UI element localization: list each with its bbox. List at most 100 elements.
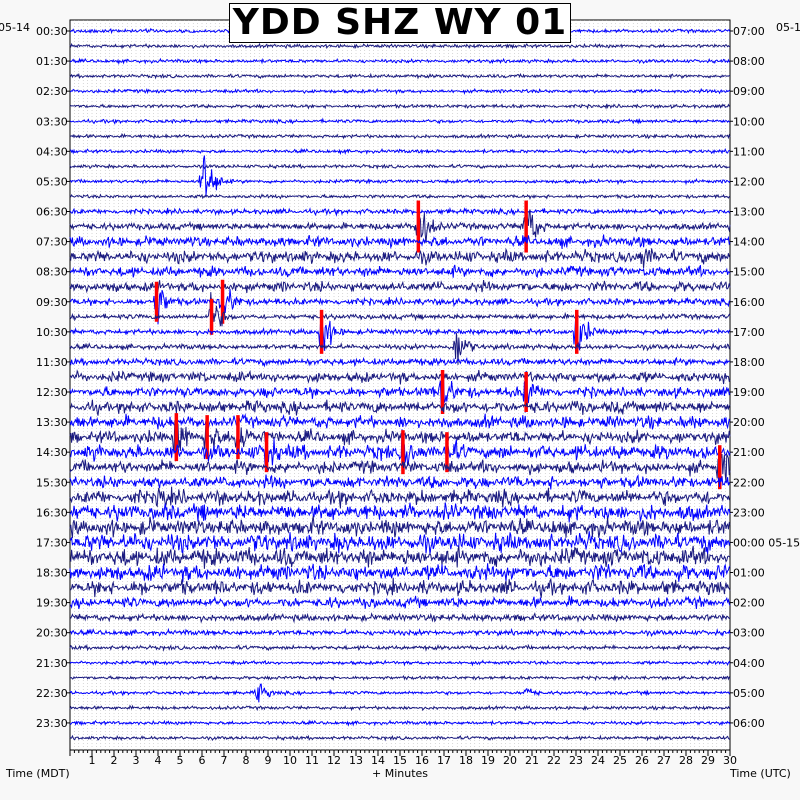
trace-row xyxy=(69,577,731,598)
left-time-label: 20:30 xyxy=(36,627,68,640)
right-time-label: 12:00 xyxy=(733,175,765,188)
x-tick-label: 14 xyxy=(371,754,385,767)
clipped-marker xyxy=(524,200,528,253)
trace-row xyxy=(69,474,731,490)
trace-row xyxy=(69,627,731,638)
trace-row xyxy=(69,369,731,385)
x-tick-label: 6 xyxy=(199,754,206,767)
right-time-label: 16:00 xyxy=(733,296,765,309)
minutes-label: + Minutes xyxy=(372,767,429,780)
trace-row xyxy=(69,531,731,555)
trace-row xyxy=(69,132,731,140)
trace-row xyxy=(69,193,731,201)
clipped-marker xyxy=(154,281,159,322)
clipped-marker xyxy=(401,430,405,475)
time-mdt-label: Time (MDT) xyxy=(6,767,70,780)
x-tick-label: 26 xyxy=(635,754,649,767)
x-tick-label: 16 xyxy=(415,754,429,767)
x-tick-label: 2 xyxy=(111,754,118,767)
clipped-marker xyxy=(445,432,449,473)
clipped-marker xyxy=(718,445,722,490)
x-tick-label: 22 xyxy=(547,754,561,767)
left-time-label: 18:30 xyxy=(36,567,68,580)
left-time-label: 09:30 xyxy=(36,296,68,309)
left-time-label: 15:30 xyxy=(36,476,68,489)
right-time-label: 07:00 xyxy=(733,25,765,38)
x-tick-label: 21 xyxy=(525,754,539,767)
clipped-marker xyxy=(575,309,579,354)
x-tick-label: 18 xyxy=(459,754,473,767)
clipped-marker xyxy=(236,415,240,460)
x-tick-label: 19 xyxy=(481,754,495,767)
x-tick-label: 11 xyxy=(305,754,319,767)
clipped-marker xyxy=(524,372,528,412)
date-right-top-label: 05-1 xyxy=(776,21,800,34)
left-time-label: 04:30 xyxy=(36,145,68,158)
right-time-label: 06:00 xyxy=(733,717,765,730)
right-time-label: 05:00 xyxy=(733,687,765,700)
x-tick-label: 20 xyxy=(503,754,517,767)
x-tick-label: 13 xyxy=(349,754,363,767)
trace-row xyxy=(69,57,731,65)
trace-row xyxy=(69,147,730,156)
clipped-marker xyxy=(319,309,324,354)
left-time-label: 02:30 xyxy=(36,85,68,98)
left-time-label: 05:30 xyxy=(36,175,68,188)
right-time-label: 02:00 xyxy=(733,597,765,610)
x-tick-label: 3 xyxy=(133,754,140,767)
right-time-label: 20:00 xyxy=(733,416,765,429)
x-tick-label: 17 xyxy=(437,754,451,767)
trace-row xyxy=(69,413,731,430)
trace-row xyxy=(69,704,731,712)
left-time-label: 14:30 xyxy=(36,446,68,459)
left-time-label: 03:30 xyxy=(36,115,68,128)
right-time-label: 11:00 xyxy=(733,145,765,158)
trace-row xyxy=(69,317,731,351)
chart-title: YDD SHZ WY 01 xyxy=(232,2,568,43)
left-time-label: 17:30 xyxy=(36,536,68,549)
right-time-label: 10:00 xyxy=(733,115,765,128)
trace-row xyxy=(69,292,731,327)
right-time-label: 22:00 xyxy=(733,476,765,489)
trace-row xyxy=(69,659,731,667)
clipped-marker xyxy=(416,200,421,253)
trace-row xyxy=(69,563,731,583)
right-time-label: 09:00 xyxy=(733,85,765,98)
right-time-label: 03:00 xyxy=(733,627,765,640)
x-tick-label: 10 xyxy=(283,754,297,767)
left-time-label: 23:30 xyxy=(36,717,68,730)
clipped-marker xyxy=(205,415,209,460)
trace-row xyxy=(69,286,731,325)
x-tick-label: 25 xyxy=(613,754,627,767)
left-time-label: 19:30 xyxy=(36,597,68,610)
trace-row xyxy=(69,72,730,80)
trace-row xyxy=(69,719,731,727)
trace-row xyxy=(69,734,731,742)
x-tick-label: 30 xyxy=(723,754,737,767)
time-utc-label: Time (UTC) xyxy=(730,767,791,780)
trace-row xyxy=(69,450,731,483)
left-time-label: 22:30 xyxy=(36,687,68,700)
clipped-marker xyxy=(264,432,269,473)
clipped-marker xyxy=(174,413,179,462)
clipped-marker xyxy=(440,370,445,414)
x-tick-label: 1 xyxy=(89,754,96,767)
right-time-label: 17:00 xyxy=(733,326,765,339)
trace-row xyxy=(69,371,731,413)
right-time-label: 01:00 xyxy=(733,567,765,580)
trace-row xyxy=(69,155,731,196)
left-time-label: 21:30 xyxy=(36,657,68,670)
trace-row xyxy=(69,643,731,652)
clipped-marker xyxy=(220,279,225,324)
right-time-label: 13:00 xyxy=(733,206,765,219)
x-tick-label: 24 xyxy=(591,754,605,767)
x-tick-label: 29 xyxy=(701,754,715,767)
x-tick-label: 4 xyxy=(155,754,162,767)
right-time-label: 18:00 xyxy=(733,356,765,369)
right-time-label: 14:00 xyxy=(733,236,765,249)
plot-area xyxy=(69,19,731,751)
trace-row xyxy=(69,280,731,294)
title-box: YDD SHZ WY 01 xyxy=(229,3,571,43)
left-time-label: 07:30 xyxy=(36,236,68,249)
trace-row xyxy=(69,420,731,455)
